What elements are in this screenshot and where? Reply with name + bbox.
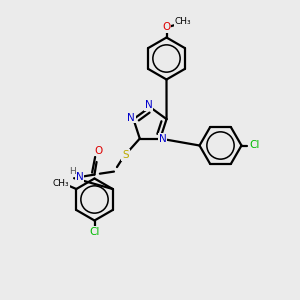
Text: N: N (145, 100, 152, 110)
Text: O: O (94, 146, 103, 156)
Text: N: N (127, 112, 135, 123)
Text: N: N (76, 172, 83, 182)
Text: CH₃: CH₃ (52, 178, 69, 188)
Text: N: N (159, 134, 167, 144)
Text: Cl: Cl (89, 227, 100, 237)
Text: S: S (122, 150, 129, 160)
Text: CH₃: CH₃ (175, 17, 191, 26)
Text: H: H (69, 167, 76, 176)
Text: O: O (162, 22, 171, 32)
Text: Cl: Cl (249, 140, 259, 151)
